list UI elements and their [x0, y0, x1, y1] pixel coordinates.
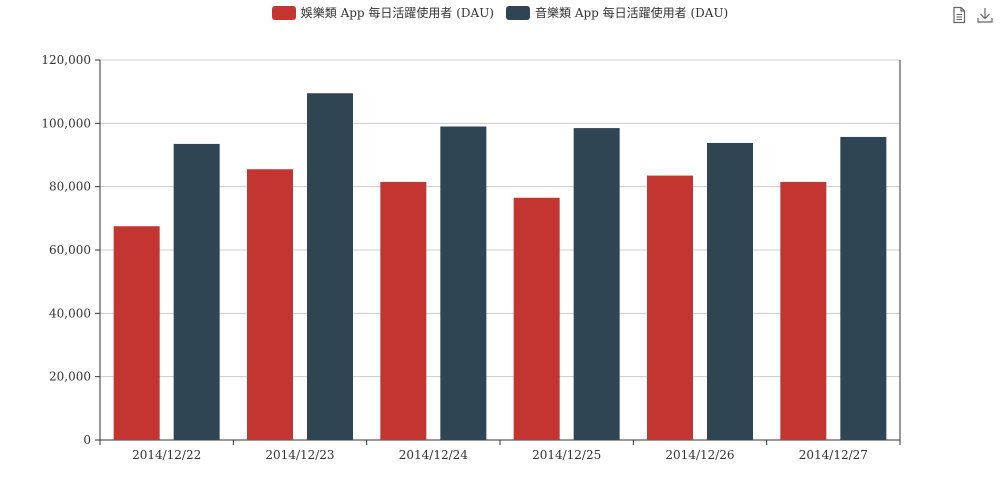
- document-icon[interactable]: [950, 6, 968, 24]
- bar-music: [173, 143, 220, 440]
- bar-music: [707, 142, 753, 440]
- legend: 娛樂類 App 每日活躍使用者 (DAU) 音樂類 App 每日活躍使用者 (D…: [0, 4, 1000, 21]
- bar-entertainment: [113, 226, 160, 440]
- y-tick-label: 80,000: [49, 180, 91, 194]
- bar-entertainment: [247, 169, 293, 440]
- bar-entertainment: [380, 181, 427, 440]
- y-tick-label: 40,000: [49, 306, 91, 320]
- bar-music: [307, 93, 353, 440]
- y-tick-label: 60,000: [49, 243, 91, 257]
- y-tick-label: 120,000: [41, 53, 91, 67]
- bar-music: [573, 128, 620, 441]
- x-tick-label: 2014/12/22: [132, 448, 201, 462]
- legend-swatch-music: [506, 5, 530, 20]
- toolbox: [950, 6, 994, 24]
- bar-music: [440, 126, 487, 440]
- y-tick-label: 0: [83, 433, 91, 447]
- x-tick-label: 2014/12/27: [799, 448, 868, 462]
- legend-label-music: 音樂類 App 每日活躍使用者 (DAU): [535, 6, 729, 20]
- legend-item-music[interactable]: 音樂類 App 每日活躍使用者 (DAU): [506, 4, 728, 21]
- bar-music: [840, 136, 887, 440]
- legend-label-entertainment: 娛樂類 App 每日活躍使用者 (DAU): [300, 6, 494, 20]
- bar-entertainment: [647, 175, 693, 441]
- x-tick-label: 2014/12/26: [665, 448, 734, 462]
- x-tick-label: 2014/12/25: [532, 448, 601, 462]
- download-icon[interactable]: [976, 6, 994, 24]
- y-tick-label: 100,000: [41, 116, 91, 130]
- legend-item-entertainment[interactable]: 娛樂類 App 每日活躍使用者 (DAU): [271, 4, 494, 21]
- y-tick-label: 20,000: [49, 370, 91, 384]
- x-tick-label: 2014/12/23: [265, 448, 334, 462]
- bar-entertainment: [513, 197, 560, 440]
- bar-entertainment: [780, 181, 827, 440]
- x-tick-label: 2014/12/24: [399, 448, 469, 462]
- legend-swatch-entertainment: [271, 5, 296, 20]
